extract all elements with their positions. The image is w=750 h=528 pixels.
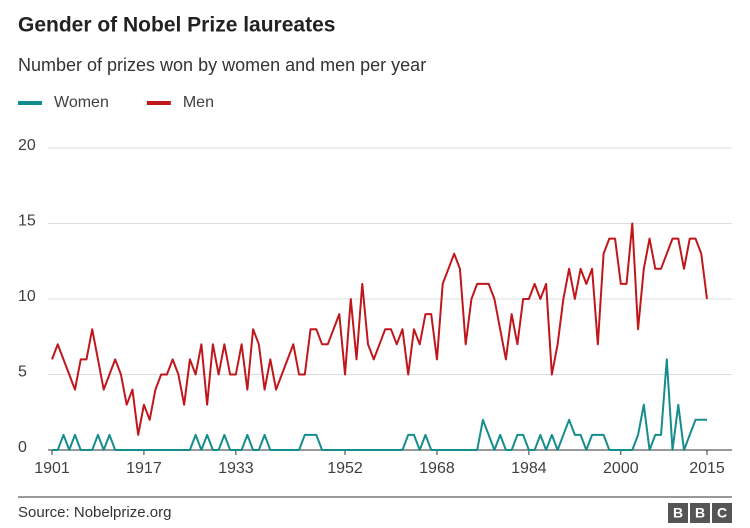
x-tick-label: 1952 [327,460,363,477]
y-tick-label: 5 [18,364,27,381]
y-tick-label: 15 [18,213,36,230]
x-tick-label: 1933 [218,460,254,477]
logo-letter: B [695,505,705,521]
y-tick-label: 0 [18,439,27,456]
x-tick-label: 2000 [603,460,639,477]
series-line [51,222,708,436]
logo-box [668,503,688,523]
x-tick-label: 1901 [34,460,70,477]
x-tick-label: 1968 [419,460,455,477]
logo-letter: C [717,505,727,521]
logo-box [712,503,732,523]
series-line [52,358,707,451]
logo-letter: B [673,505,683,521]
y-tick-label: 10 [18,288,36,305]
x-tick-label: 2015 [689,460,725,477]
x-tick-label: 1984 [511,460,547,477]
x-tick-label: 1917 [126,460,162,477]
logo-box [690,503,710,523]
chart-subtitle: Number of prizes won by women and men pe… [18,55,426,75]
y-tick-label: 20 [18,137,36,154]
legend-label: Women [54,94,109,111]
chart-title: Gender of Nobel Prize laureates [18,14,335,37]
legend-label: Men [183,94,214,111]
source: Source: Nobelprize.org [18,504,171,521]
